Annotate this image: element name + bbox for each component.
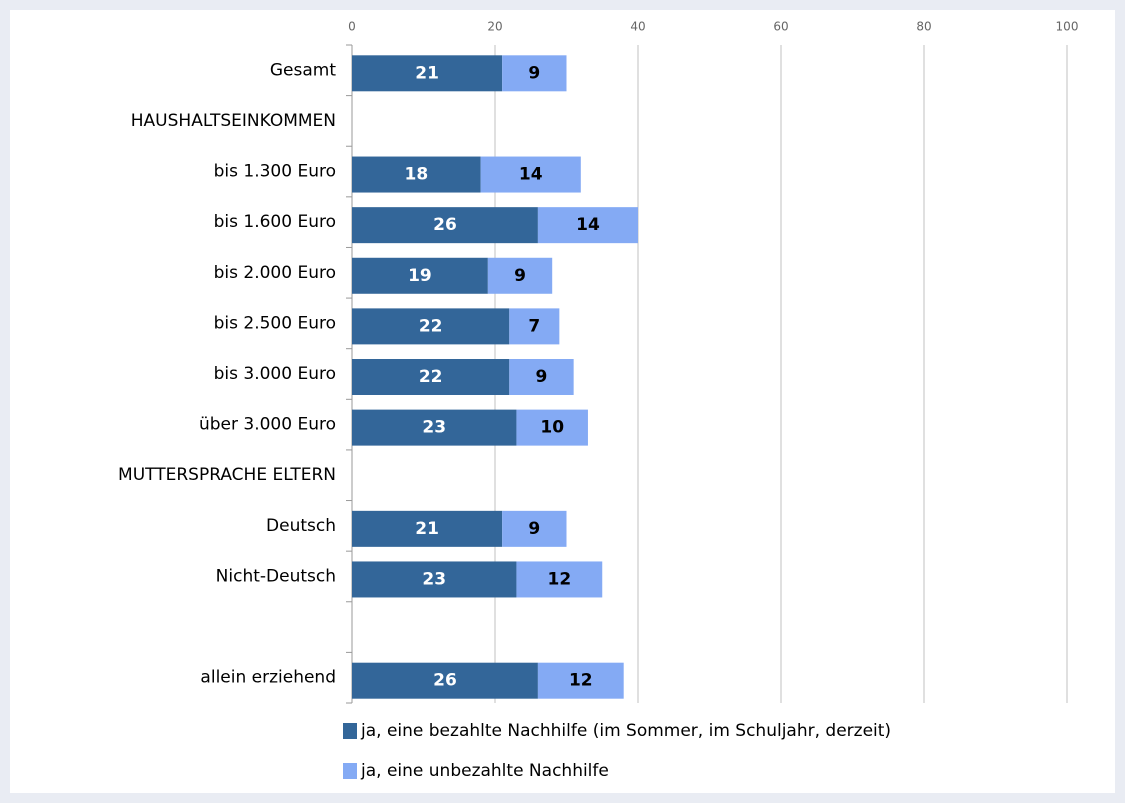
value-label: 12 bbox=[548, 569, 572, 589]
value-label: 7 bbox=[528, 316, 540, 336]
legend-label: ja, eine bezahlte Nachhilfe (im Sommer, … bbox=[360, 721, 891, 741]
bar-segment bbox=[352, 207, 538, 244]
bar-segment bbox=[352, 510, 503, 547]
value-label: 9 bbox=[528, 63, 540, 83]
y-tick-label: über 3.000 Euro bbox=[199, 415, 336, 435]
value-label: 26 bbox=[433, 215, 457, 235]
y-tick-label: bis 1.300 Euro bbox=[214, 162, 336, 182]
bar-segment bbox=[352, 55, 503, 92]
x-tick-label: 0 bbox=[348, 20, 356, 34]
bar-segment bbox=[502, 55, 567, 92]
value-label: 21 bbox=[415, 63, 439, 83]
value-label: 12 bbox=[569, 671, 593, 691]
y-tick-label: Gesamt bbox=[270, 60, 336, 80]
y-tick-label: bis 3.000 Euro bbox=[214, 364, 336, 384]
legend-label: ja, eine unbezahlte Nachhilfe bbox=[360, 761, 609, 781]
value-label: 14 bbox=[519, 165, 543, 185]
bar-segment bbox=[352, 308, 510, 345]
panel bbox=[10, 10, 1115, 793]
y-tick-label: HAUSHALTSEINKOMMEN bbox=[131, 111, 336, 131]
value-label: 9 bbox=[528, 519, 540, 539]
value-label: 19 bbox=[408, 266, 432, 286]
bar-segment bbox=[352, 359, 510, 395]
y-tick-label: bis 2.500 Euro bbox=[214, 313, 336, 333]
bar-segment bbox=[352, 561, 517, 598]
value-label: 21 bbox=[415, 519, 439, 539]
value-label: 18 bbox=[405, 165, 429, 185]
bar-segment bbox=[352, 409, 517, 446]
y-tick-label: Deutsch bbox=[266, 516, 336, 536]
legend-swatch bbox=[343, 763, 357, 779]
value-label: 23 bbox=[422, 569, 446, 589]
value-label: 26 bbox=[433, 671, 457, 691]
x-tick-label: 60 bbox=[773, 20, 788, 34]
y-tick-label: allein erziehend bbox=[200, 668, 336, 688]
y-tick-label: bis 1.600 Euro bbox=[214, 212, 336, 232]
bar-segment bbox=[509, 308, 560, 345]
bar-segment bbox=[352, 156, 481, 193]
bar-segment bbox=[509, 359, 574, 395]
bar-segment bbox=[352, 662, 538, 699]
y-tick-label: MUTTERSPRACHE ELTERN bbox=[118, 465, 336, 485]
value-label: 23 bbox=[422, 418, 446, 438]
x-tick-label: 80 bbox=[916, 20, 931, 34]
bar-segment bbox=[537, 662, 624, 699]
value-label: 22 bbox=[419, 367, 443, 387]
legend-swatch bbox=[343, 723, 357, 739]
bar-segment bbox=[537, 207, 638, 244]
y-tick-label: Nicht-Deutsch bbox=[216, 566, 336, 586]
x-tick-label: 20 bbox=[487, 20, 502, 34]
bar-segment bbox=[502, 510, 567, 547]
value-label: 10 bbox=[540, 418, 564, 438]
bar-segment bbox=[352, 257, 488, 294]
x-tick-label: 100 bbox=[1056, 20, 1079, 34]
value-label: 22 bbox=[419, 316, 443, 336]
bar-segment bbox=[480, 156, 581, 193]
bar-segment bbox=[487, 257, 553, 294]
bar-segment bbox=[516, 409, 588, 446]
y-tick-label: bis 2.000 Euro bbox=[214, 263, 336, 283]
x-tick-label: 40 bbox=[630, 20, 645, 34]
bar-segment bbox=[516, 561, 603, 598]
value-label: 9 bbox=[514, 266, 526, 286]
value-label: 14 bbox=[576, 215, 600, 235]
value-label: 9 bbox=[536, 367, 548, 387]
